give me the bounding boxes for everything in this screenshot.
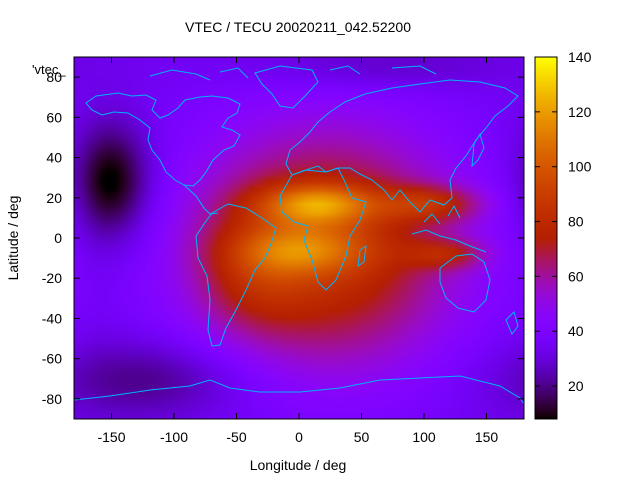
australia-coast <box>439 253 491 313</box>
x-tick-label: -50 <box>226 429 246 445</box>
new-zealand-coast <box>505 311 519 335</box>
colorbar-tick-label: 140 <box>568 49 592 65</box>
south-america-coast <box>195 203 277 347</box>
colorbar-tick-label: 120 <box>568 104 592 120</box>
arctic-islands-coast <box>149 65 437 81</box>
vtec-heatmap <box>74 57 524 419</box>
x-tick-label: -150 <box>97 429 125 445</box>
x-tick-label: 150 <box>475 429 499 445</box>
colorbar: 20 40 60 80 100 120 140 <box>534 49 592 420</box>
heatmap-area <box>73 56 525 420</box>
colorbar-tick-label: 100 <box>568 159 592 175</box>
x-tick-label: -100 <box>160 429 188 445</box>
colorbar-tick-label: 40 <box>568 323 584 339</box>
greenland-coast <box>254 65 319 109</box>
x-tick-label: 0 <box>295 429 303 445</box>
antarctica-coast <box>73 375 525 405</box>
x-axis-label: Longitude / deg <box>250 457 347 473</box>
colorbar-tick-label: 20 <box>568 378 584 394</box>
y-axis-label: Latitude / deg <box>5 196 21 281</box>
y-tick-label: -40 <box>42 310 62 326</box>
colorbar-frame <box>534 56 558 420</box>
madagascar-coast <box>357 244 367 268</box>
europe-asia-coast <box>285 79 519 213</box>
x-tick-label: 50 <box>354 429 370 445</box>
y-tick-label: 60 <box>46 109 62 125</box>
colorbar-gradient <box>535 57 557 419</box>
southeast-asia-islands-coast <box>411 204 487 253</box>
y-axis-ticks: -80 -60 -40 -20 0 20 40 60 80 <box>42 69 524 407</box>
y-tick-label: -80 <box>42 391 62 407</box>
japan-coast <box>471 132 485 168</box>
chart-title: VTEC / TECU 20020211_042.52200 <box>185 19 411 35</box>
colorbar-ticks: 20 40 60 80 100 120 140 <box>535 49 592 394</box>
y-tick-label: -60 <box>42 351 62 367</box>
y-tick-label: -20 <box>42 270 62 286</box>
coastline-overlay <box>73 65 525 405</box>
north-america-coast <box>85 92 241 187</box>
y-tick-label: 0 <box>54 230 62 246</box>
colorbar-tick-label: 60 <box>568 268 584 284</box>
y-tick-label: 40 <box>46 150 62 166</box>
x-axis-ticks: -150 -100 -50 0 50 100 150 <box>97 57 498 445</box>
x-tick-label: 100 <box>412 429 436 445</box>
y-tick-label: 80 <box>46 69 62 85</box>
africa-coast <box>279 167 367 291</box>
y-tick-label: 20 <box>46 190 62 206</box>
colorbar-tick-label: 80 <box>568 214 584 230</box>
legend-label: 'vtec_ <box>32 62 66 77</box>
central-america-coast <box>183 184 219 215</box>
